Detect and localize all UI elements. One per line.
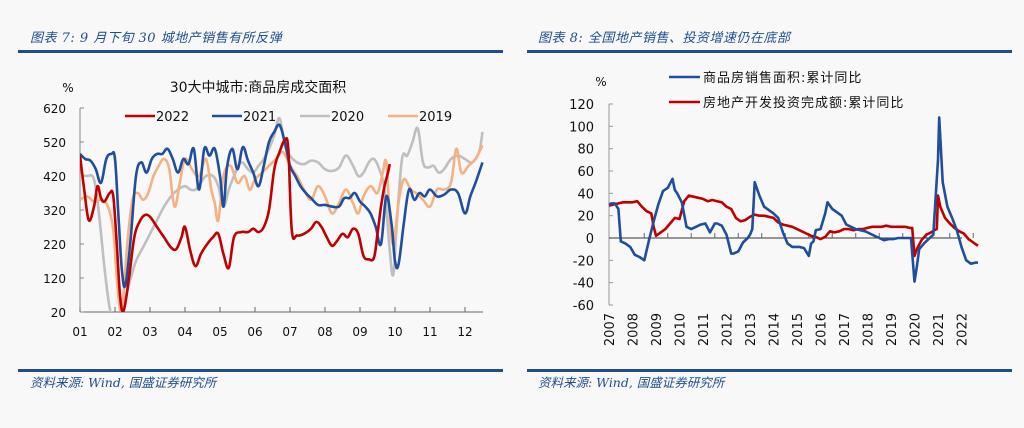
x-tick-label: 2013 <box>744 313 759 346</box>
x-tick-label: 09 <box>352 325 367 339</box>
y-tick-label: 100 <box>569 120 594 135</box>
bottom-rule <box>527 369 1012 372</box>
x-tick-label: 12 <box>457 325 472 339</box>
legend-label-sales-area: 商品房销售面积:累计同比 <box>703 70 862 86</box>
x-tick-label: 2017 <box>838 313 853 346</box>
y-unit-label: % <box>62 81 73 95</box>
x-tick-label: 2018 <box>862 313 877 346</box>
x-tick-label: 2016 <box>815 313 830 346</box>
x-tick-label: 2022 <box>956 313 971 346</box>
bottom-rule <box>18 369 503 372</box>
y-tick-label: 20 <box>51 306 66 320</box>
y-tick-label: 80 <box>577 143 594 158</box>
x-tick-label: 2021 <box>932 313 947 346</box>
y-tick-label: 120 <box>43 272 66 286</box>
series-line-2022 <box>80 136 392 312</box>
legend-label-2019: 2019 <box>419 110 452 125</box>
y-tick-label: 620 <box>43 102 66 116</box>
series-line-sales-area <box>608 116 978 283</box>
y-tick-label: 60 <box>577 165 594 180</box>
x-tick-label: 2010 <box>674 313 689 346</box>
legend-label-2021: 2021 <box>243 110 276 125</box>
y-tick-label: 420 <box>43 170 66 184</box>
y-tick-label: -60 <box>573 299 594 314</box>
y-tick-label: 20 <box>577 210 594 225</box>
series-line-2020 <box>80 116 484 312</box>
chart-title: 30大中城市:商品房成交面积 <box>170 79 347 96</box>
y-tick-label: 120 <box>569 98 594 113</box>
left-panel: 图表 7: 9 月下旬 30 城地产销售有所反弹 30大中城市:商品房成交面积%… <box>18 31 503 390</box>
chart-national-sales-investment: % -60 -40 -20 0 20 40 60 80 100 120 2007 2008 2009 201… <box>569 70 979 346</box>
y-tick-label: 40 <box>577 187 594 202</box>
y-unit-label: % <box>595 75 606 89</box>
y-tick-label: 220 <box>43 238 66 252</box>
y-tick-label: 0 <box>586 232 594 247</box>
right-panel: 图表 8: 全国地产销售、投资增速仍在底部 % -60 -40 -20 0 20 40 60 8… <box>512 0 1024 428</box>
legend-label-investment: 房地产开发投资完成额:累计同比 <box>703 95 904 111</box>
figure-7-title: 图表 7: 9 月下旬 30 城地产销售有所反弹 <box>30 31 283 46</box>
x-tick-label: 2007 <box>603 313 618 346</box>
x-tick-label: 2015 <box>791 313 806 346</box>
x-tick-label: 08 <box>317 325 332 339</box>
y-tick-label: 320 <box>43 204 66 218</box>
x-tick-label: 02 <box>107 325 122 339</box>
series-line-investment <box>608 194 979 258</box>
x-tick-label: 07 <box>282 325 297 339</box>
series-line-2021 <box>80 123 484 289</box>
x-tick-label: 2008 <box>627 313 642 346</box>
y-tick-label: 520 <box>43 136 66 150</box>
x-tick-label: 10 <box>387 325 402 339</box>
x-tick-label: 04 <box>177 325 192 339</box>
source-note: 资料来源: Wind, 国盛证券研究所 <box>30 375 217 390</box>
x-tick-label: 2009 <box>650 313 665 346</box>
series-line-2019 <box>80 144 484 312</box>
chart-30-cities: 30大中城市:商品房成交面积% 20 120 220 320 420 520 620 01 02 0… <box>43 79 484 339</box>
top-rule <box>527 50 1012 53</box>
x-tick-label: 11 <box>422 325 437 339</box>
x-tick-label: 01 <box>72 325 87 339</box>
y-tick-label: -20 <box>573 254 594 269</box>
x-tick-label: 2020 <box>909 313 924 346</box>
x-tick-label: 05 <box>212 325 227 339</box>
legend-label-2022: 2022 <box>156 110 189 125</box>
x-tick-label: 03 <box>142 325 157 339</box>
y-tick-label: -40 <box>573 277 594 292</box>
x-tick-label: 2014 <box>768 313 783 346</box>
source-note: 资料来源: Wind, 国盛证券研究所 <box>538 375 725 390</box>
x-tick-label: 06 <box>247 325 262 339</box>
figure-8-title: 图表 8: 全国地产销售、投资增速仍在底部 <box>538 31 791 46</box>
legend-label-2020: 2020 <box>331 110 364 125</box>
x-tick-label: 2012 <box>721 313 736 346</box>
x-tick-label: 2019 <box>885 313 900 346</box>
x-tick-label: 2011 <box>697 313 712 346</box>
top-rule <box>18 50 503 53</box>
